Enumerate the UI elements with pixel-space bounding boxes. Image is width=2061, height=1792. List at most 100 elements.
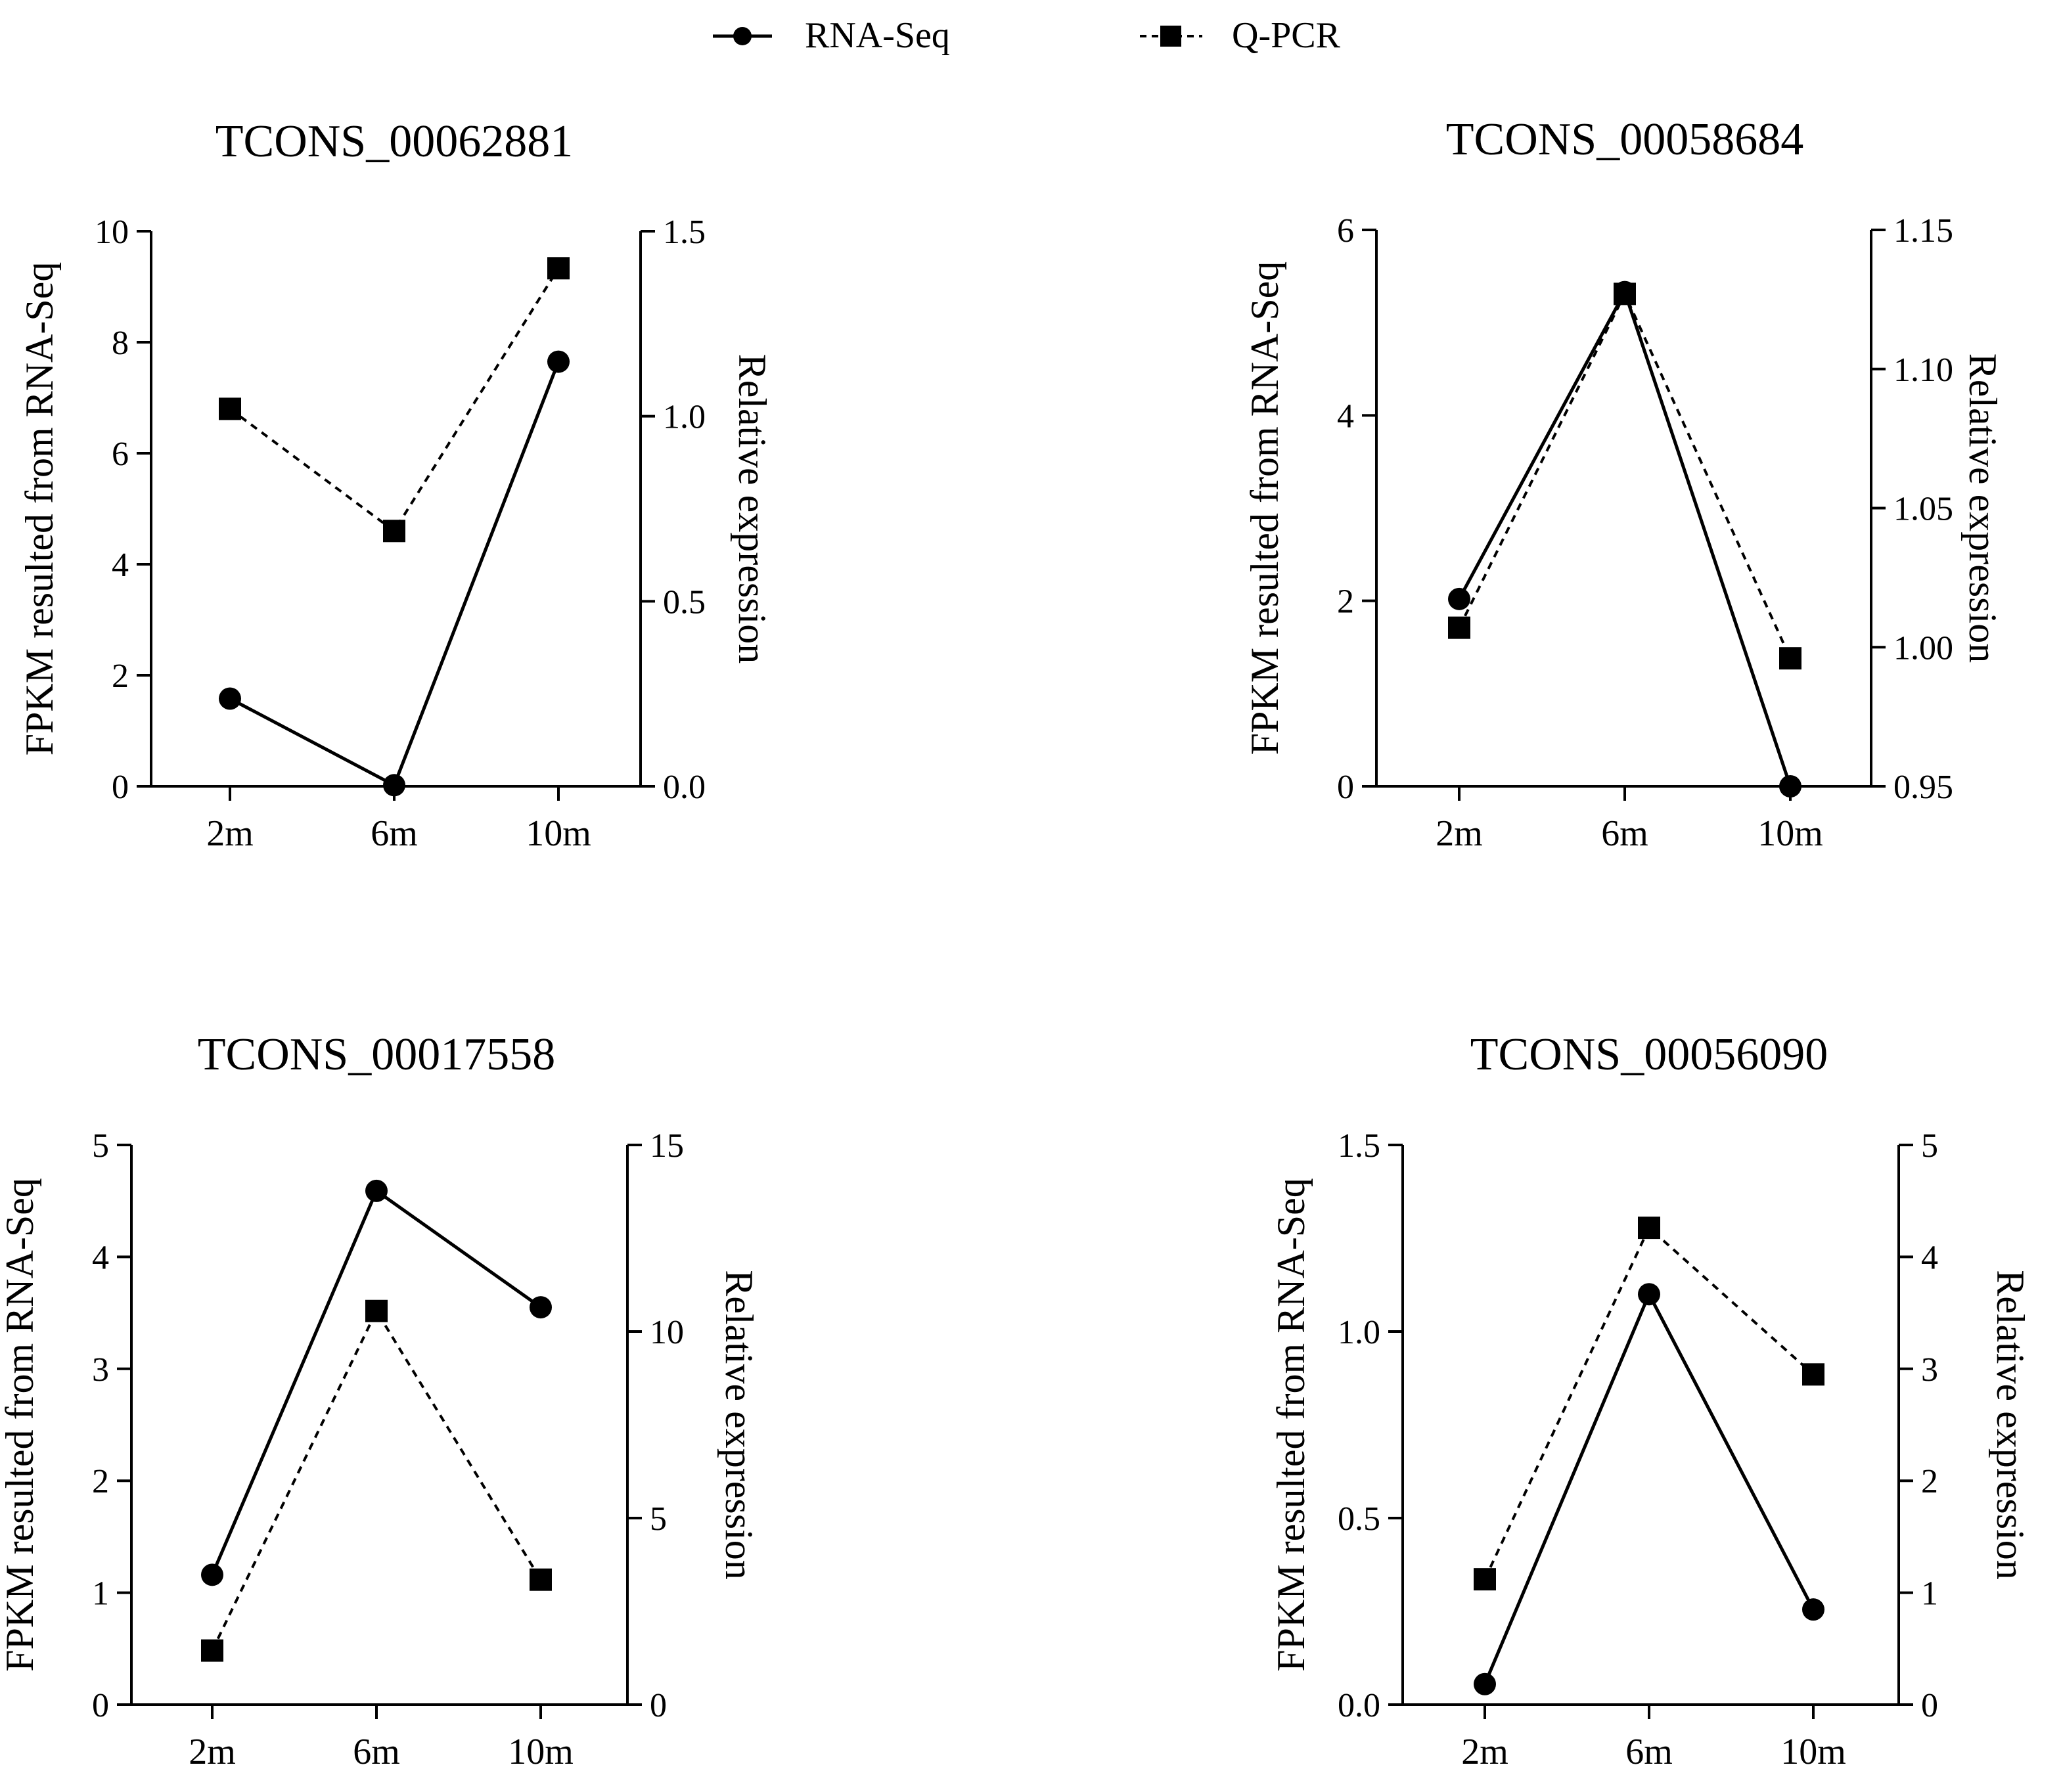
panel-3-qpcr-line (211, 1308, 542, 1651)
panel-1-left-tick-label: 8 (112, 325, 129, 362)
panel-2-right-tick-label: 1.10 (1893, 351, 1953, 389)
panel-3-right-tick-label: 15 (650, 1127, 684, 1165)
legend-qpcr-label: Q-PCR (1232, 15, 1341, 56)
panel-3-rnaseq-point (530, 1296, 552, 1319)
panel-4-right-tick-label: 0 (1921, 1687, 1938, 1724)
panel-1-right-tick-label: 0.5 (663, 583, 706, 621)
panel-4-rnaseq-line (1483, 1290, 1815, 1685)
panel-2-left-tick-label: 2 (1337, 583, 1354, 621)
panel-2-title: TCONS_00058684 (1446, 114, 1803, 165)
panel-4-x-tick-label: 2m (1461, 1732, 1508, 1772)
panel-3-left-tick-label: 3 (92, 1351, 109, 1389)
panel-3-left-tick-label: 1 (92, 1575, 109, 1613)
panel-1-right-tick-label: 1.5 (663, 213, 706, 251)
panel-4-rnaseq-point (1802, 1598, 1824, 1621)
panel-2-rnaseq-line (1457, 288, 1792, 787)
panel-3-left-tick-label: 4 (92, 1239, 109, 1276)
legend-rnaseq-marker (733, 27, 752, 45)
panel-1-x-tick-label: 2m (206, 813, 254, 854)
legend: RNA-Seq Q-PCR (713, 15, 1341, 56)
panel-2-qpcr-point (1448, 616, 1470, 639)
panel-2-x-tick-label: 6m (1601, 813, 1648, 854)
panel-3-ylabel-left: FPKM resulted from RNA-Seq (0, 1178, 41, 1672)
panel-2-x-tick-label: 2m (1436, 813, 1483, 854)
panel-4-right-tick-label: 5 (1921, 1127, 1938, 1165)
panel-3-x-tick-label: 10m (508, 1732, 574, 1772)
panel-2-left-tick-label: 0 (1337, 769, 1354, 806)
panel-1-left-tick-label: 10 (95, 213, 129, 251)
panel-4-qpcr-line (1483, 1225, 1815, 1580)
panel-1-x-tick-label: 6m (371, 813, 418, 854)
panel-2-x-tick-label: 10m (1757, 813, 1823, 854)
panel-1-qpcr-line (229, 267, 560, 533)
panel-1-left-tick-label: 2 (112, 658, 129, 695)
panel-4-left-tick-label: 0.0 (1338, 1687, 1380, 1724)
panel-4-left-tick-label: 0.5 (1338, 1500, 1380, 1538)
panel-4-rnaseq-point (1474, 1672, 1496, 1695)
panel-3-title: TCONS_00017558 (198, 1029, 555, 1080)
panel-3-left-tick-label: 0 (92, 1687, 109, 1724)
panel-2-ylabel-right: Relative expression (1961, 353, 2004, 663)
panel-1-rnaseq-line (229, 361, 560, 788)
panel-4-x-tick-label: 6m (1625, 1732, 1673, 1772)
panel-2-left-tick-label: 6 (1337, 212, 1354, 250)
panel-3-qpcr-point (530, 1568, 552, 1591)
legend-qpcr-marker (1160, 26, 1181, 47)
panel-3-left-tick-label: 2 (92, 1463, 109, 1500)
panel-3-rnaseq-point (201, 1563, 223, 1586)
panel-4-qpcr-point (1474, 1568, 1496, 1591)
legend-rnaseq-label: RNA-Seq (805, 15, 950, 56)
panel-2-ylabel-left: FPKM resulted from RNA-Seq (1243, 261, 1286, 755)
panel-1-left-tick-label: 0 (112, 769, 129, 806)
panel-4-right-tick-label: 4 (1921, 1239, 1938, 1276)
panel-3-right-tick-label: 0 (650, 1687, 667, 1724)
panel-4-qpcr-point (1802, 1363, 1824, 1386)
panel-1-ylabel-right: Relative expression (731, 354, 774, 664)
panel-4-right-tick-label: 2 (1921, 1463, 1938, 1500)
panel-4-title: TCONS_00056090 (1470, 1029, 1828, 1080)
panel-2-rnaseq-point (1448, 587, 1470, 610)
panel-1-right-tick-label: 0.0 (663, 769, 706, 806)
panel-4-right-tick-label: 3 (1921, 1351, 1938, 1389)
panel-1-rnaseq-point (383, 774, 405, 797)
panel-1-x-tick-label: 10m (526, 813, 591, 854)
panel-3-x-tick-label: 6m (353, 1732, 400, 1772)
panel-3-rnaseq-line (210, 1188, 542, 1576)
panel-2-rnaseq-point (1779, 775, 1801, 797)
panel-2-qpcr-point (1779, 647, 1801, 670)
panel-4-rnaseq-point (1638, 1283, 1660, 1306)
panel-4-x-tick-label: 10m (1780, 1732, 1846, 1772)
panel-1: TCONS_00062881 0 2 4 6 8 10 0.0 0.5 1.0 1.5 2m 6m 10m… (18, 116, 774, 854)
panel-1-left-tick-label: 4 (112, 547, 129, 584)
panel-2-right-tick-label: 0.95 (1893, 769, 1953, 806)
panel-3-qpcr-point (365, 1299, 388, 1322)
panel-2-right-tick-label: 1.00 (1893, 629, 1953, 667)
panel-1-rnaseq-point (547, 350, 570, 373)
panel-2-right-tick-label: 1.15 (1893, 212, 1953, 250)
panel-3-ylabel-right: Relative expression (717, 1270, 761, 1580)
panel-2-qpcr-point (1614, 282, 1636, 305)
panel-2-qpcr-line (1458, 290, 1792, 660)
panel-4-left-tick-label: 1.0 (1338, 1314, 1380, 1351)
panel-1-ylabel-left: FPKM resulted from RNA-Seq (18, 262, 61, 756)
panel-3: TCONS_00017558 0 1 2 3 4 5 0 5 10 15 2m 6m 10m FPKM re… (0, 1029, 761, 1772)
panel-2-left-tick-label: 4 (1337, 397, 1354, 435)
panel-1-qpcr-point (383, 520, 405, 543)
panel-4-qpcr-point (1638, 1217, 1660, 1240)
panel-3-x-tick-label: 2m (189, 1732, 236, 1772)
panel-1-title: TCONS_00062881 (215, 116, 573, 167)
panel-3-rnaseq-point (365, 1179, 388, 1202)
panel-3-right-tick-label: 5 (650, 1500, 667, 1538)
panel-2: TCONS_00058684 0 2 4 6 0.95 1.00 1.05 1.10 1.15 2m… (1243, 114, 2004, 854)
panel-4-ylabel-right: Relative expression (1989, 1270, 2032, 1580)
panel-4: TCONS_00056090 0.0 0.5 1.0 1.5 0 1 2 3 4 5 2m 6m 10m F… (1269, 1029, 2032, 1772)
panel-1-qpcr-point (547, 257, 570, 280)
panel-4-left-tick-label: 1.5 (1338, 1127, 1380, 1165)
panel-3-left-tick-label: 5 (92, 1127, 109, 1165)
panel-1-right-tick-label: 1.0 (663, 399, 706, 436)
panel-1-qpcr-point (219, 397, 241, 420)
panel-1-rnaseq-point (219, 687, 241, 710)
panel-3-right-tick-label: 10 (650, 1314, 684, 1351)
